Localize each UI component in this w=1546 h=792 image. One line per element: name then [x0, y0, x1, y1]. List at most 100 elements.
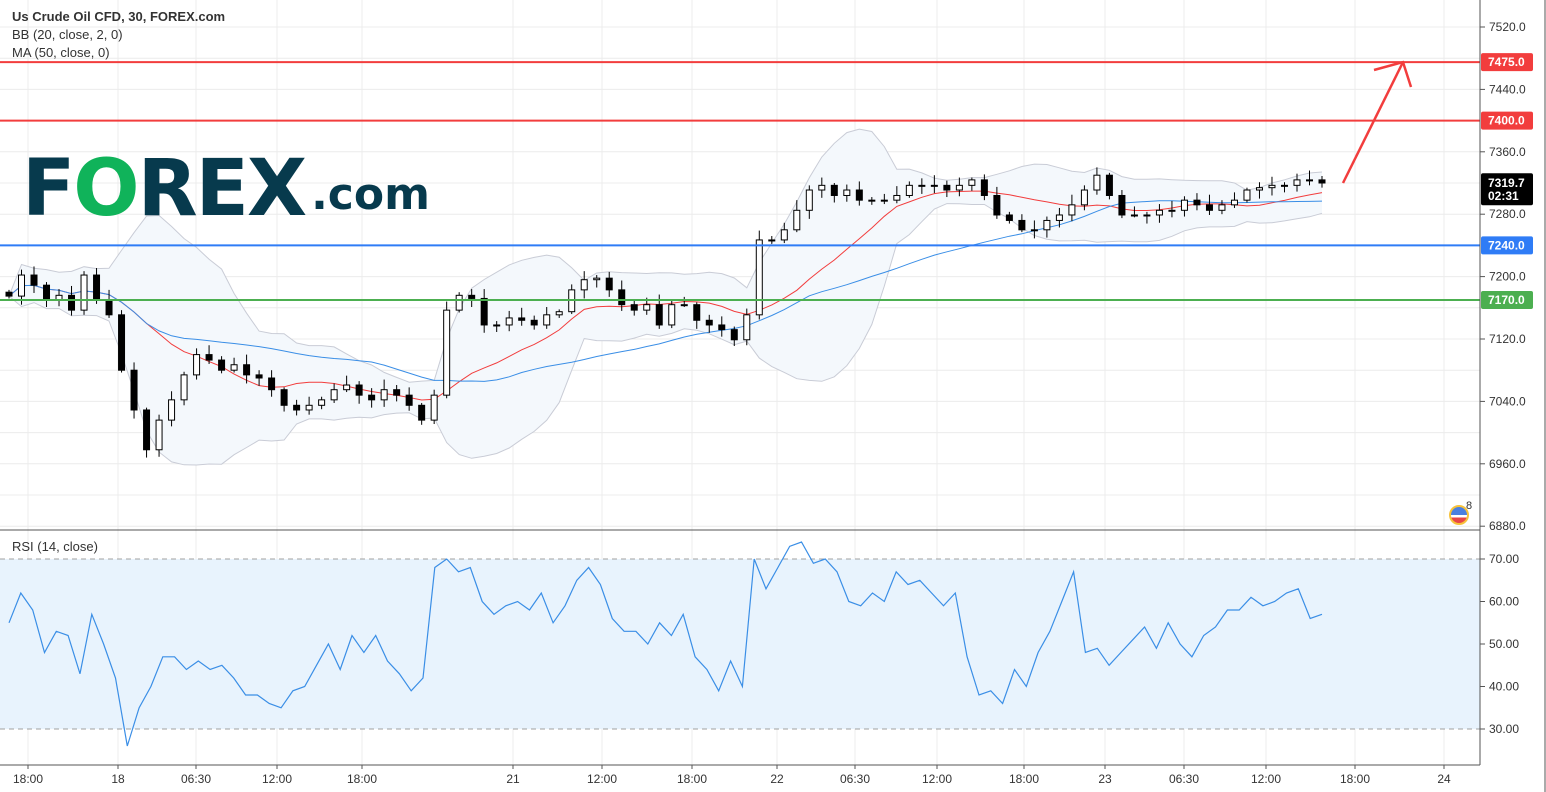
candle-body [505, 317, 513, 326]
candle [5, 289, 13, 299]
candle-body [918, 184, 926, 187]
candle-body [1230, 199, 1238, 206]
candle [1043, 216, 1051, 238]
candle-body [430, 394, 438, 421]
candle [618, 280, 626, 311]
candle-body [730, 329, 738, 341]
logo-f: F [22, 144, 75, 234]
bar-countdown: 02:31 [1488, 189, 1519, 203]
bb-legend[interactable]: BB (20, close, 2, 0) [12, 27, 123, 42]
candle-body [1205, 204, 1213, 211]
candle-body [318, 399, 326, 406]
candle [205, 345, 213, 364]
candle [1305, 170, 1313, 186]
candle [605, 271, 613, 297]
candle-body [668, 304, 676, 326]
candle-body [530, 319, 538, 326]
candle-body [805, 189, 813, 211]
candle [118, 310, 126, 373]
candle-body [780, 229, 788, 241]
candle [1205, 194, 1213, 215]
last-price-tag [1481, 173, 1533, 206]
candle [1030, 220, 1038, 239]
candle-body [330, 389, 338, 401]
bollinger-basis [8, 190, 1323, 401]
candle [193, 348, 201, 380]
logo-rex: REX [137, 144, 307, 234]
candle-body [93, 274, 101, 301]
candle [1155, 204, 1163, 223]
candle [1118, 190, 1126, 219]
symbol-title[interactable]: Us Crude Oil CFD, 30, FOREX.com [12, 9, 226, 24]
level-tag [1481, 291, 1533, 309]
economic-event-icon[interactable] [1449, 505, 1469, 525]
rsi-pane[interactable] [0, 541, 1480, 747]
candle [1243, 187, 1251, 203]
candle-body [1293, 179, 1301, 186]
candle-body [555, 311, 563, 316]
candle-body [280, 389, 288, 406]
candle [743, 308, 751, 346]
candle [443, 301, 451, 399]
x-tick-label: 12:00 [262, 772, 292, 786]
candle [793, 200, 801, 233]
candle [30, 266, 38, 293]
candle-body [193, 354, 201, 376]
candle-body [268, 377, 276, 391]
x-tick-label: 12:00 [922, 772, 952, 786]
candle-body [1080, 189, 1088, 206]
candle [555, 309, 563, 318]
x-tick-label: 06:30 [181, 772, 211, 786]
candle [893, 186, 901, 204]
candle-body [1280, 184, 1288, 187]
candle [380, 379, 388, 407]
candle-body [180, 374, 188, 401]
candle-body [718, 324, 726, 331]
level-label: 7475.0 [1488, 55, 1525, 69]
candle-body [1193, 199, 1201, 206]
candle [930, 175, 938, 194]
candle-body [230, 364, 238, 371]
candle-body [680, 304, 688, 307]
candle [668, 300, 676, 329]
candle-body [1155, 209, 1163, 216]
rsi-legend[interactable]: RSI (14, close) [12, 539, 98, 554]
candle [943, 180, 951, 198]
candle-body [480, 297, 488, 326]
level-tag [1481, 53, 1533, 72]
candle [755, 230, 763, 320]
candle-body [1130, 214, 1138, 217]
rsi-band [0, 559, 1480, 729]
x-tick-label: 23 [1098, 772, 1112, 786]
ma-legend[interactable]: MA (50, close, 0) [12, 45, 110, 60]
arrow-head-icon [1373, 60, 1413, 88]
candle-body [605, 277, 613, 291]
candle [455, 292, 463, 313]
candle [955, 177, 963, 197]
candle-body [755, 239, 763, 316]
candle [355, 381, 363, 404]
candle [130, 362, 138, 419]
candle [418, 402, 426, 425]
price-pane[interactable] [0, 60, 1480, 466]
candle [80, 271, 88, 315]
candle-body [743, 314, 751, 341]
candle [1180, 196, 1188, 217]
candle [530, 315, 538, 330]
candle-body [518, 317, 526, 321]
level-label: 7240.0 [1488, 238, 1525, 252]
candle-body [980, 179, 988, 196]
bollinger-upper [8, 128, 1323, 383]
candle [905, 181, 913, 198]
level-label: 7170.0 [1488, 293, 1525, 307]
candle-body [543, 314, 551, 326]
candle [468, 289, 476, 308]
rsi-line [8, 541, 1323, 747]
candle-body [205, 354, 213, 361]
candle-body [43, 284, 51, 301]
candle [255, 370, 263, 386]
forex-logo: F O REX .com [22, 150, 430, 228]
candle [1005, 211, 1013, 224]
